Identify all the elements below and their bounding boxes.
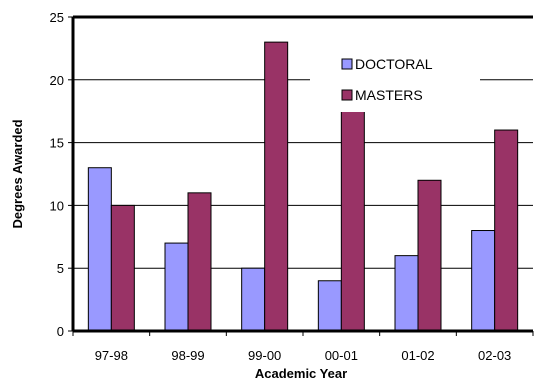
legend-swatch-masters bbox=[341, 89, 353, 101]
x-tick-label: 97-98 bbox=[95, 348, 128, 363]
bar-masters-02-03 bbox=[494, 129, 519, 332]
bar-doctoral-02-03 bbox=[471, 230, 496, 332]
bar-doctoral-00-01 bbox=[317, 280, 342, 332]
legend-swatch-doctoral bbox=[341, 58, 353, 70]
y-tick-label: 10 bbox=[50, 198, 64, 213]
y-tick-label: 15 bbox=[50, 136, 64, 151]
x-tick-label: 99-00 bbox=[248, 348, 281, 363]
bar-masters-98-99 bbox=[187, 192, 212, 332]
x-tick-label: 02-03 bbox=[478, 348, 511, 363]
x-tick-label: 01-02 bbox=[401, 348, 434, 363]
bar-masters-00-01 bbox=[340, 104, 365, 332]
y-tick-label: 20 bbox=[50, 73, 64, 88]
legend-label-masters: MASTERS bbox=[355, 87, 423, 103]
y-tick-labels: 0 5 10 15 20 25 bbox=[50, 10, 73, 339]
bar-masters-99-00 bbox=[264, 41, 289, 332]
legend: DOCTORAL MASTERS bbox=[310, 50, 480, 112]
legend-label-doctoral: DOCTORAL bbox=[355, 56, 433, 72]
bar-doctoral-99-00 bbox=[241, 267, 266, 332]
bars bbox=[87, 41, 519, 332]
x-tick-labels: 97-98 98-99 99-00 00-01 01-02 02-03 bbox=[72, 331, 534, 363]
x-axis-title: Academic Year bbox=[255, 366, 347, 381]
y-tick-label: 5 bbox=[57, 261, 64, 276]
bar-masters-01-02 bbox=[417, 179, 442, 332]
y-tick-label: 0 bbox=[57, 324, 64, 339]
y-axis-title: Degrees Awarded bbox=[10, 119, 25, 228]
bar-doctoral-01-02 bbox=[394, 255, 419, 332]
y-tick-label: 25 bbox=[50, 10, 64, 25]
bar-doctoral-98-99 bbox=[164, 242, 189, 332]
legend-background bbox=[310, 50, 480, 112]
x-tick-label: 00-01 bbox=[325, 348, 358, 363]
x-tick-label: 98-99 bbox=[171, 348, 204, 363]
bar-doctoral-97-98 bbox=[87, 167, 112, 332]
bar-masters-97-98 bbox=[110, 204, 135, 332]
